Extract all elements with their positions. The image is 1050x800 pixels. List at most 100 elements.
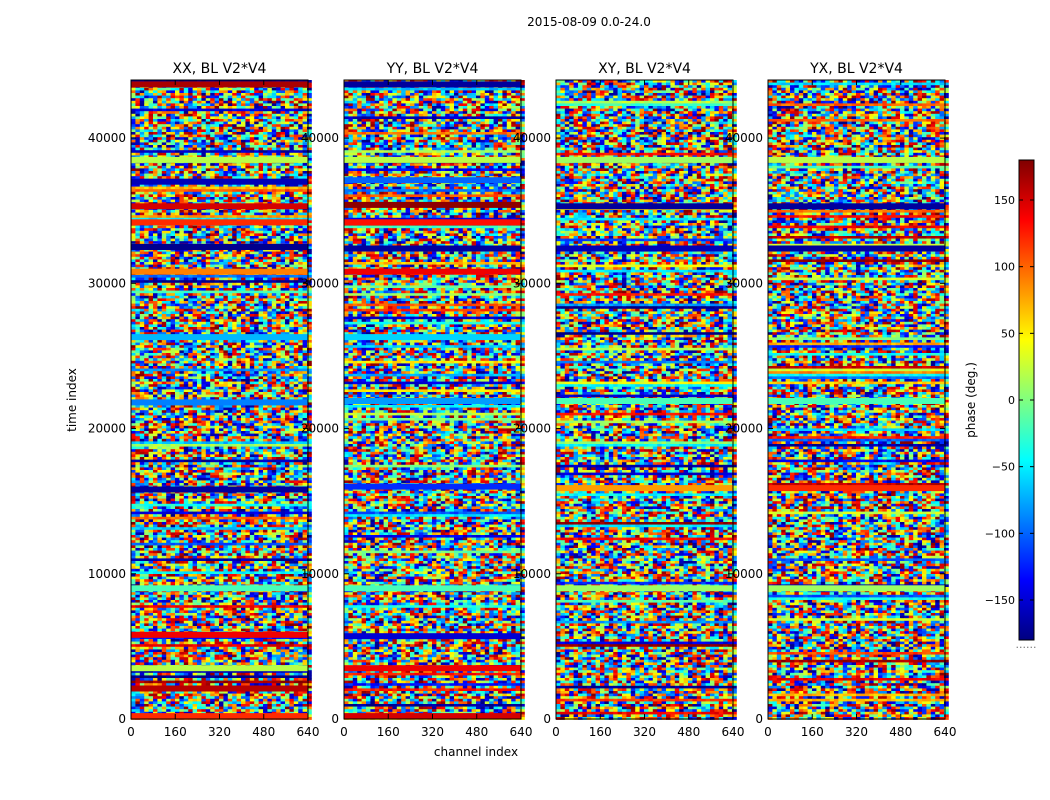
x-tick-label: 640 [510, 725, 533, 739]
phase-band [131, 686, 308, 692]
phase-band [556, 157, 733, 163]
y-tick-label: 0 [755, 712, 763, 726]
x-tick-label: 0 [340, 725, 348, 739]
colorbar-label: phase (deg.) [964, 362, 978, 438]
phase-band [131, 487, 308, 493]
panels: XX, BL V2*V4 0 160 320 480 640 0 10000 20000 3000… [88, 61, 957, 739]
phase-band [556, 485, 733, 491]
phase-band [768, 203, 945, 209]
phase-band [344, 484, 521, 490]
x-tick-label: 160 [589, 725, 612, 739]
y-tick-label: 30000 [513, 276, 551, 290]
phase-band [344, 665, 521, 671]
x-tick-label: 640 [297, 725, 320, 739]
phase-band [131, 157, 308, 163]
y-tick-label: 30000 [725, 276, 763, 290]
y-tick-label: 20000 [88, 422, 126, 436]
phase-band [131, 632, 308, 638]
x-tick-label: 480 [889, 725, 912, 739]
colorbar-extra-label: ...... [1016, 638, 1037, 651]
y-tick-label: 30000 [301, 276, 339, 290]
panel-4: YX, BL V2*V4 0 160 320 480 640 0 10000 20000 3000… [725, 61, 957, 739]
phase-band [131, 203, 308, 209]
x-tick-label: 160 [164, 725, 187, 739]
x-tick-label: 160 [377, 725, 400, 739]
phase-band [768, 398, 945, 404]
phase-band [556, 398, 733, 404]
y-tick-label: 10000 [301, 567, 339, 581]
phase-band [131, 219, 308, 225]
y-tick-label: 10000 [725, 567, 763, 581]
colorbar-tick-label: −100 [985, 527, 1015, 540]
figure-title: 2015-08-09 0.0-24.0 [527, 15, 651, 29]
x-tick-label: 0 [127, 725, 135, 739]
y-tick-label: 40000 [88, 131, 126, 145]
x-tick-label: 0 [764, 725, 772, 739]
y-tick-label: 40000 [301, 131, 339, 145]
phase-band [344, 219, 521, 225]
panel-title: XY, BL V2*V4 [598, 61, 691, 77]
y-tick-label: 40000 [725, 131, 763, 145]
y-tick-label: 0 [118, 712, 126, 726]
x-tick-label: 640 [934, 725, 957, 739]
phase-band [131, 179, 308, 185]
x-axis-label: channel index [434, 745, 518, 759]
phase-band [344, 246, 521, 252]
phase-band [556, 585, 733, 591]
x-tick-label: 320 [633, 725, 656, 739]
x-tick-label: 480 [252, 725, 275, 739]
colorbar-tick-label: −50 [992, 461, 1015, 474]
phase-band [344, 585, 521, 591]
y-tick-label: 10000 [88, 567, 126, 581]
panel-title: YY, BL V2*V4 [386, 61, 479, 77]
y-tick-label: 20000 [301, 422, 339, 436]
phase-band [344, 177, 521, 183]
phase-band [768, 485, 945, 491]
x-tick-label: 640 [722, 725, 745, 739]
panel-2: YY, BL V2*V4 0 160 320 480 640 0 10000 20000 3000… [301, 61, 533, 739]
y-tick-label: 20000 [725, 422, 763, 436]
colorbar: −150 −100 −50 0 50 100 150 [985, 160, 1034, 640]
x-tick-label: 320 [208, 725, 231, 739]
x-tick-label: 160 [801, 725, 824, 739]
phase-band [768, 157, 945, 163]
y-tick-label: 30000 [88, 276, 126, 290]
phase-band [556, 203, 733, 209]
y-tick-label: 0 [331, 712, 339, 726]
panel-title: XX, BL V2*V4 [173, 61, 267, 77]
colorbar-tick-label: 0 [1008, 394, 1015, 407]
phase-band [556, 246, 733, 252]
y-axis-label: time index [65, 368, 79, 432]
colorbar-tick-label: −150 [985, 594, 1015, 607]
y-tick-label: 10000 [513, 567, 551, 581]
y-tick-label: 0 [543, 712, 551, 726]
phase-band [131, 244, 308, 250]
phase-band [131, 334, 308, 340]
y-tick-label: 20000 [513, 422, 551, 436]
x-tick-label: 320 [421, 725, 444, 739]
phase-band [344, 202, 521, 208]
phase-band [344, 398, 521, 404]
phase-band [131, 269, 308, 275]
x-tick-label: 480 [465, 725, 488, 739]
phase-band [131, 585, 308, 591]
phase-band [344, 633, 521, 639]
x-tick-label: 480 [677, 725, 700, 739]
phase-band [768, 246, 945, 252]
phase-band [131, 399, 308, 405]
x-tick-label: 320 [845, 725, 868, 739]
phase-band [344, 334, 521, 340]
panel-title: YX, BL V2*V4 [809, 61, 903, 77]
figure: 2015-08-09 0.0-24.0 XX, BL V2*V4 0 160 320 4… [0, 0, 1050, 800]
phase-band [131, 665, 308, 671]
y-tick-label: 40000 [513, 131, 551, 145]
panel-1: XX, BL V2*V4 0 160 320 480 640 0 10000 20000 3000… [88, 61, 320, 739]
phase-band [768, 585, 945, 591]
x-tick-label: 0 [552, 725, 560, 739]
colorbar-tick-label: 150 [994, 194, 1015, 207]
phase-band [344, 157, 521, 163]
colorbar-tick-label: 100 [994, 261, 1015, 274]
colorbar-tick-label: 50 [1001, 327, 1015, 340]
panel-3: XY, BL V2*V4 0 160 320 480 640 0 10000 20000 3000… [513, 61, 745, 739]
phase-band [344, 269, 521, 275]
